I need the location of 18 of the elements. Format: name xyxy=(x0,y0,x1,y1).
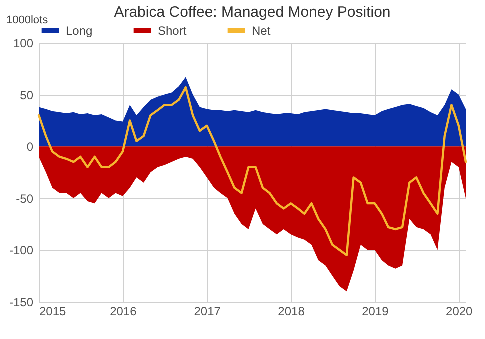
x-tick-label: 2018 xyxy=(278,304,306,318)
x-tick-label: 2016 xyxy=(110,304,138,318)
line-series xyxy=(38,86,468,256)
chart-title: Arabica Coffee: Managed Money Position xyxy=(114,4,391,21)
x-tick-label: 2020 xyxy=(446,304,474,318)
y-axis-title: 1000lots xyxy=(6,14,49,26)
legend-label: Short xyxy=(158,24,188,38)
y-tick-label: 50 xyxy=(20,88,34,102)
y-tick-label: 100 xyxy=(13,36,34,50)
x-tick-label: 2017 xyxy=(194,304,222,318)
y-tick-label: 0 xyxy=(26,140,34,154)
x-tick-label: 2019 xyxy=(362,304,390,318)
y-tick-label: -150 xyxy=(9,296,34,310)
y-tick-label: -100 xyxy=(9,244,34,258)
x-tick-label: 2015 xyxy=(40,304,67,318)
legend-label: Net xyxy=(252,24,272,38)
legend-label: Long xyxy=(66,24,93,38)
y-tick-label: -50 xyxy=(16,192,34,206)
